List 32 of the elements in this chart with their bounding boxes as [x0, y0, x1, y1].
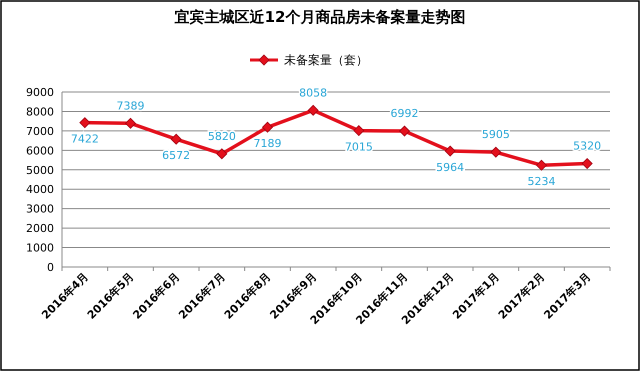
- data-label: 5820: [208, 130, 236, 143]
- point: [353, 125, 364, 136]
- chart-title: 宜宾主城区近12个月商品房未备案量走势图: [174, 8, 466, 26]
- y-tick-label: 1000: [26, 242, 54, 255]
- point: [79, 117, 90, 128]
- y-tick-label: 6000: [26, 144, 54, 158]
- y-tick-label: 4000: [26, 183, 54, 196]
- data-label: 5905: [482, 128, 510, 142]
- point: [399, 126, 410, 136]
- data-label: 5234: [528, 175, 556, 188]
- y-tick-label: 5000: [26, 164, 54, 177]
- point: [308, 104, 319, 116]
- point: [262, 122, 273, 133]
- point: [490, 146, 502, 158]
- point: [582, 158, 593, 169]
- y-tick-label: 9000: [26, 86, 54, 99]
- y-tick-label: 2000: [26, 222, 54, 236]
- y-tick-label: 0: [47, 261, 54, 274]
- point: [216, 148, 228, 160]
- data-label: 7422: [70, 132, 99, 146]
- data-label: 7389: [116, 99, 144, 112]
- data-label: 6572: [162, 149, 190, 162]
- data-label: 7189: [254, 137, 282, 150]
- point: [444, 146, 456, 156]
- legend-label: 未备案量（套）: [284, 53, 368, 67]
- y-tick-label: 7000: [26, 124, 54, 138]
- point: [125, 118, 136, 129]
- data-label: 5320: [573, 140, 602, 153]
- point: [536, 160, 547, 171]
- y-tick-label: 3000: [26, 202, 54, 216]
- y-tick-label: 8000: [26, 105, 54, 118]
- point: [170, 134, 182, 145]
